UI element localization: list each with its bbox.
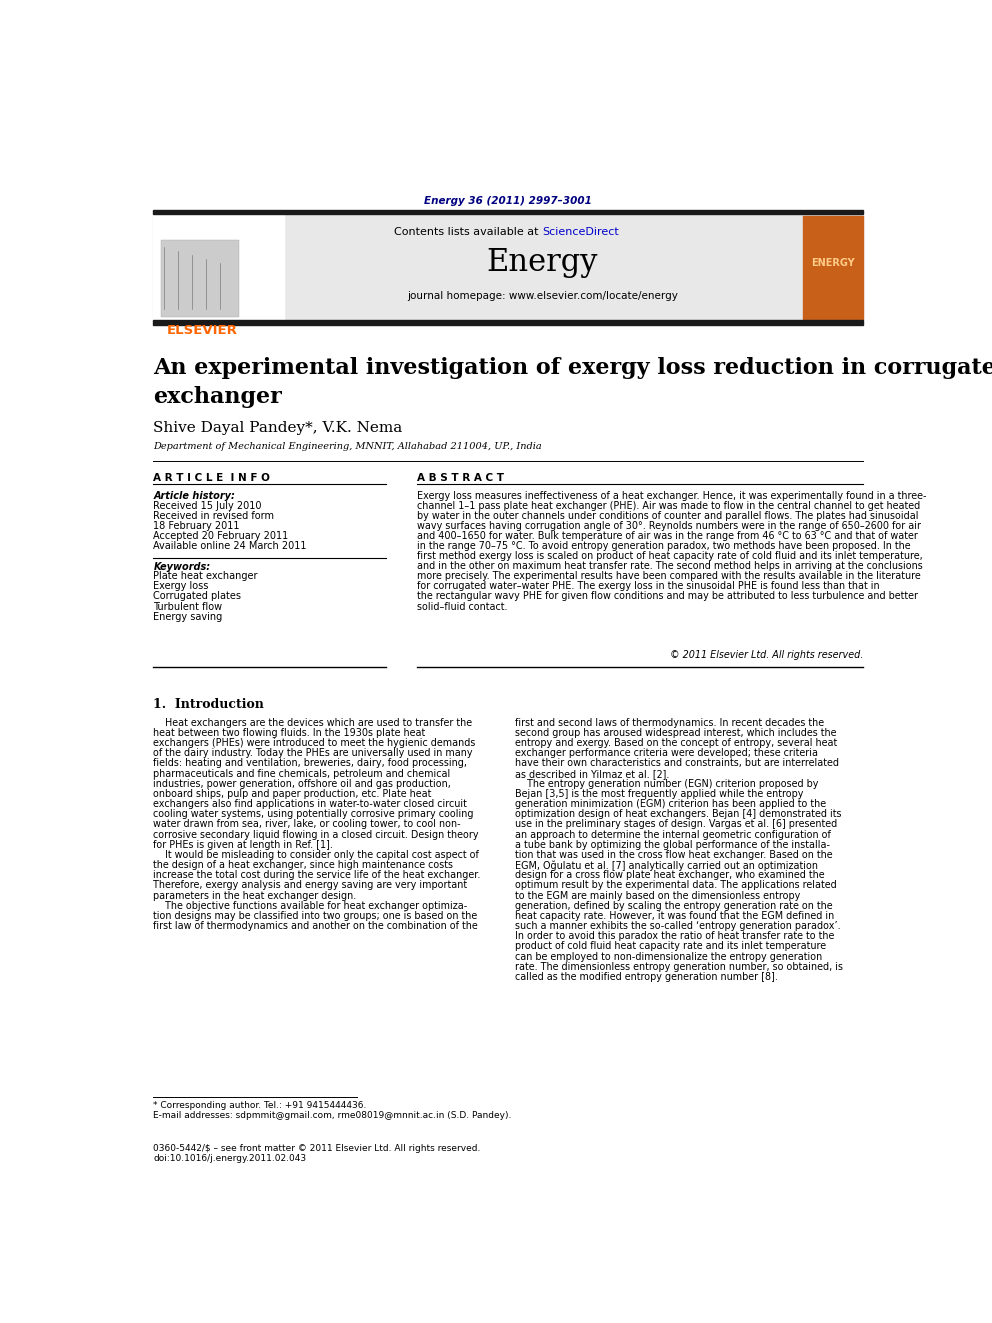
Bar	[154, 214, 863, 320]
Text: water drawn from sea, river, lake, or cooling tower, to cool non-: water drawn from sea, river, lake, or co…	[154, 819, 461, 830]
Text: Energy saving: Energy saving	[154, 611, 222, 622]
Text: optimization design of heat exchangers. Bejan [4] demonstrated its: optimization design of heat exchangers. …	[515, 810, 841, 819]
Text: industries, power generation, offshore oil and gas production,: industries, power generation, offshore o…	[154, 779, 451, 789]
Text: E-mail addresses: sdpmmit@gmail.com, rme08019@mnnit.ac.in (S.D. Pandey).: E-mail addresses: sdpmmit@gmail.com, rme…	[154, 1111, 512, 1121]
Text: Energy 36 (2011) 2997–3001: Energy 36 (2011) 2997–3001	[425, 196, 592, 205]
Text: generation, defined by scaling the entropy generation rate on the: generation, defined by scaling the entro…	[515, 901, 832, 910]
Text: Received 15 July 2010: Received 15 July 2010	[154, 500, 262, 511]
Text: doi:10.1016/j.energy.2011.02.043: doi:10.1016/j.energy.2011.02.043	[154, 1155, 307, 1163]
Text: Contents lists available at: Contents lists available at	[395, 226, 543, 237]
Text: exchanger: exchanger	[154, 386, 282, 407]
Text: by water in the outer channels under conditions of counter and parallel flows. T: by water in the outer channels under con…	[417, 512, 919, 521]
Text: exchanger performance criteria were developed; these criteria: exchanger performance criteria were deve…	[515, 749, 817, 758]
Text: rate. The dimensionless entropy generation number, so obtained, is: rate. The dimensionless entropy generati…	[515, 962, 842, 971]
Text: Energy: Energy	[487, 247, 598, 278]
Text: optimum result by the experimental data. The applications related: optimum result by the experimental data.…	[515, 880, 836, 890]
Bar	[161, 239, 239, 316]
Text: heat between two flowing fluids. In the 1930s plate heat: heat between two flowing fluids. In the …	[154, 728, 426, 738]
Text: Turbulent flow: Turbulent flow	[154, 602, 222, 611]
Text: exchangers also find applications in water-to-water closed circuit: exchangers also find applications in wat…	[154, 799, 467, 810]
Text: as described in Yilmaz et al. [2].: as described in Yilmaz et al. [2].	[515, 769, 669, 779]
Text: corrosive secondary liquid flowing in a closed circuit. Design theory: corrosive secondary liquid flowing in a …	[154, 830, 479, 840]
Bar	[154, 209, 863, 214]
Text: onboard ships, pulp and paper production, etc. Plate heat: onboard ships, pulp and paper production…	[154, 789, 432, 799]
Text: and in the other on maximum heat transfer rate. The second method helps in arriv: and in the other on maximum heat transfe…	[417, 561, 923, 572]
Text: 18 February 2011: 18 February 2011	[154, 521, 240, 531]
Text: increase the total cost during the service life of the heat exchanger.: increase the total cost during the servi…	[154, 871, 481, 880]
Text: for corrugated water–water PHE. The exergy loss in the sinusoidal PHE is found l: for corrugated water–water PHE. The exer…	[417, 582, 880, 591]
Text: entropy and exergy. Based on the concept of entropy, several heat: entropy and exergy. Based on the concept…	[515, 738, 837, 747]
Text: of the dairy industry. Today the PHEs are universally used in many: of the dairy industry. Today the PHEs ar…	[154, 749, 473, 758]
Text: pharmaceuticals and fine chemicals, petroleum and chemical: pharmaceuticals and fine chemicals, petr…	[154, 769, 450, 779]
Text: for PHEs is given at length in Ref. [1].: for PHEs is given at length in Ref. [1].	[154, 840, 333, 849]
Text: called as the modified entropy generation number [8].: called as the modified entropy generatio…	[515, 972, 778, 982]
Text: the rectangular wavy PHE for given flow conditions and may be attributed to less: the rectangular wavy PHE for given flow …	[417, 591, 918, 602]
Text: a tube bank by optimizing the global performance of the installa-: a tube bank by optimizing the global per…	[515, 840, 829, 849]
Bar	[154, 214, 284, 320]
Text: EGM, Oğulatu et al. [7] analytically carried out an optimization: EGM, Oğulatu et al. [7] analytically car…	[515, 860, 817, 871]
Text: exchangers (PHEs) were introduced to meet the hygienic demands: exchangers (PHEs) were introduced to mee…	[154, 738, 476, 747]
Text: In order to avoid this paradox the ratio of heat transfer rate to the: In order to avoid this paradox the ratio…	[515, 931, 834, 941]
Text: An experimental investigation of exergy loss reduction in corrugated plate heat: An experimental investigation of exergy …	[154, 357, 992, 380]
Text: Received in revised form: Received in revised form	[154, 511, 275, 521]
Text: and 400–1650 for water. Bulk temperature of air was in the range from 46 °C to 6: and 400–1650 for water. Bulk temperature…	[417, 532, 918, 541]
Text: such a manner exhibits the so-called ‘entropy generation paradox’.: such a manner exhibits the so-called ‘en…	[515, 921, 840, 931]
Text: The entropy generation number (EGN) criterion proposed by: The entropy generation number (EGN) crit…	[515, 779, 818, 789]
Text: heat capacity rate. However, it was found that the EGM defined in: heat capacity rate. However, it was foun…	[515, 912, 834, 921]
Text: Heat exchangers are the devices which are used to transfer the: Heat exchangers are the devices which ar…	[154, 718, 472, 728]
Text: The objective functions available for heat exchanger optimiza-: The objective functions available for he…	[154, 901, 467, 910]
Text: first and second laws of thermodynamics. In recent decades the: first and second laws of thermodynamics.…	[515, 718, 823, 728]
Text: can be employed to non-dimensionalize the entropy generation: can be employed to non-dimensionalize th…	[515, 951, 821, 962]
Text: solid–fluid contact.: solid–fluid contact.	[417, 602, 508, 611]
Text: A R T I C L E  I N F O: A R T I C L E I N F O	[154, 472, 271, 483]
Text: Exergy loss measures ineffectiveness of a heat exchanger. Hence, it was experime: Exergy loss measures ineffectiveness of …	[417, 491, 927, 501]
Text: Available online 24 March 2011: Available online 24 March 2011	[154, 541, 307, 550]
Text: Plate heat exchanger: Plate heat exchanger	[154, 572, 258, 582]
Text: Therefore, exergy analysis and energy saving are very important: Therefore, exergy analysis and energy sa…	[154, 880, 467, 890]
Text: Article history:: Article history:	[154, 491, 235, 501]
Text: Corrugated plates: Corrugated plates	[154, 591, 241, 602]
Text: in the range 70–75 °C. To avoid entropy generation paradox, two methods have bee: in the range 70–75 °C. To avoid entropy …	[417, 541, 911, 552]
Text: Accepted 20 February 2011: Accepted 20 February 2011	[154, 531, 289, 541]
Text: 0360-5442/$ – see front matter © 2011 Elsevier Ltd. All rights reserved.: 0360-5442/$ – see front matter © 2011 El…	[154, 1144, 481, 1154]
Text: cooling water systems, using potentially corrosive primary cooling: cooling water systems, using potentially…	[154, 810, 474, 819]
Text: an approach to determine the internal geometric configuration of: an approach to determine the internal ge…	[515, 830, 830, 840]
Text: the design of a heat exchanger, since high maintenance costs: the design of a heat exchanger, since hi…	[154, 860, 453, 871]
Text: Shive Dayal Pandey*, V.K. Nema: Shive Dayal Pandey*, V.K. Nema	[154, 421, 403, 434]
Text: tion designs may be classified into two groups; one is based on the: tion designs may be classified into two …	[154, 912, 478, 921]
Text: use in the preliminary stages of design. Vargas et al. [6] presented: use in the preliminary stages of design.…	[515, 819, 837, 830]
Text: more precisely. The experimental results have been compared with the results ava: more precisely. The experimental results…	[417, 572, 921, 582]
Text: fields: heating and ventilation, breweries, dairy, food processing,: fields: heating and ventilation, breweri…	[154, 758, 467, 769]
Text: tion that was used in the cross flow heat exchanger. Based on the: tion that was used in the cross flow hea…	[515, 849, 832, 860]
Text: 1.  Introduction: 1. Introduction	[154, 697, 264, 710]
Text: first law of thermodynamics and another on the combination of the: first law of thermodynamics and another …	[154, 921, 478, 931]
Text: © 2011 Elsevier Ltd. All rights reserved.: © 2011 Elsevier Ltd. All rights reserved…	[671, 650, 863, 660]
Text: to the EGM are mainly based on the dimensionless entropy: to the EGM are mainly based on the dimen…	[515, 890, 800, 901]
Text: wavy surfaces having corrugation angle of 30°. Reynolds numbers were in the rang: wavy surfaces having corrugation angle o…	[417, 521, 921, 532]
Text: It would be misleading to consider only the capital cost aspect of: It would be misleading to consider only …	[154, 849, 479, 860]
Text: second group has aroused widespread interest, which includes the: second group has aroused widespread inte…	[515, 728, 836, 738]
Bar	[154, 320, 863, 325]
Text: Exergy loss: Exergy loss	[154, 582, 209, 591]
Text: design for a cross flow plate heat exchanger, who examined the: design for a cross flow plate heat excha…	[515, 871, 824, 880]
Text: first method exergy loss is scaled on product of heat capacity rate of cold flui: first method exergy loss is scaled on pr…	[417, 552, 923, 561]
Text: * Corresponding author. Tel.: +91 9415444436.: * Corresponding author. Tel.: +91 941544…	[154, 1101, 367, 1110]
Text: Keywords:: Keywords:	[154, 562, 210, 573]
Text: product of cold fluid heat capacity rate and its inlet temperature: product of cold fluid heat capacity rate…	[515, 942, 825, 951]
Text: parameters in the heat exchanger design.: parameters in the heat exchanger design.	[154, 890, 357, 901]
Bar	[803, 216, 863, 319]
Text: Bejan [3,5] is the most frequently applied while the entropy: Bejan [3,5] is the most frequently appli…	[515, 789, 804, 799]
Text: journal homepage: www.elsevier.com/locate/energy: journal homepage: www.elsevier.com/locat…	[407, 291, 678, 302]
Text: A B S T R A C T: A B S T R A C T	[417, 472, 504, 483]
Text: channel 1–1 pass plate heat exchanger (PHE). Air was made to flow in the central: channel 1–1 pass plate heat exchanger (P…	[417, 501, 921, 512]
Text: ScienceDirect: ScienceDirect	[543, 226, 619, 237]
Text: have their own characteristics and constraints, but are interrelated: have their own characteristics and const…	[515, 758, 838, 769]
Text: generation minimization (EGM) criterion has been applied to the: generation minimization (EGM) criterion …	[515, 799, 825, 810]
Text: ELSEVIER: ELSEVIER	[167, 324, 237, 337]
Text: ENERGY: ENERGY	[811, 258, 855, 267]
Text: Department of Mechanical Engineering, MNNIT, Allahabad 211004, UP., India: Department of Mechanical Engineering, MN…	[154, 442, 543, 451]
